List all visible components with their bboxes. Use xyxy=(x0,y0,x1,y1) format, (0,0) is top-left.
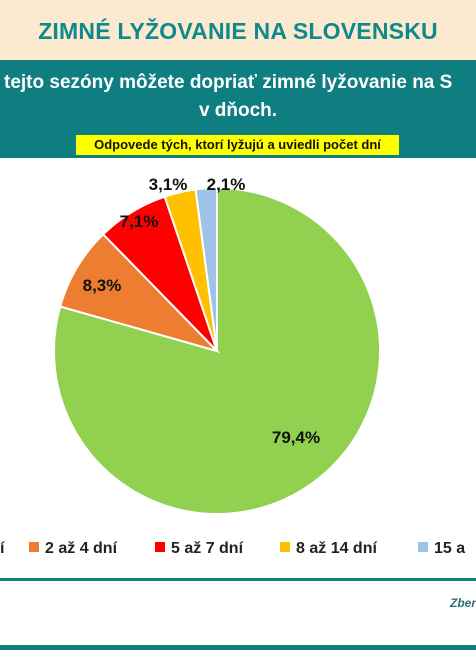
data-label-1: 8,3% xyxy=(83,276,122,295)
legend-label-3: 8 až 14 dní xyxy=(296,540,377,557)
pie-slice-4 xyxy=(194,186,218,352)
legend-label-2: 5 až 7 dní xyxy=(171,540,244,557)
respondents-note: Odpovede tých, ktorí lyžujú a uviedli po… xyxy=(76,135,399,155)
header-band xyxy=(0,0,476,60)
legend-label-1: 2 až 4 dní xyxy=(45,540,118,557)
bottom-band xyxy=(0,645,476,650)
bottom-rule xyxy=(0,578,476,581)
data-label-0: 79,4% xyxy=(272,428,320,447)
question-line-2: v dňoch. xyxy=(198,100,278,121)
legend-swatch-1 xyxy=(29,542,39,552)
legend-swatch-4 xyxy=(418,542,428,552)
page-title: ZIMNÉ LYŽOVANIE NA SLOVENSKU xyxy=(38,18,438,44)
data-label-4: 2,1% xyxy=(207,175,246,194)
legend-label-4: 15 a xyxy=(434,540,465,557)
data-label-3: 3,1% xyxy=(149,175,188,194)
pie-chart: 79,4% 8,3% 7,1% 3,1% 2,1% í 2 až 4 dní 5 až 7 d… xyxy=(0,175,465,557)
question-line-1: tejto sezóny môžete dopriať zimné lyžova… xyxy=(4,72,453,93)
legend-swatch-2 xyxy=(155,542,165,552)
data-label-2: 7,1% xyxy=(120,212,159,231)
source-note: Zber xyxy=(449,596,476,610)
legend-label-0: í xyxy=(0,540,5,557)
legend-swatch-3 xyxy=(280,542,290,552)
